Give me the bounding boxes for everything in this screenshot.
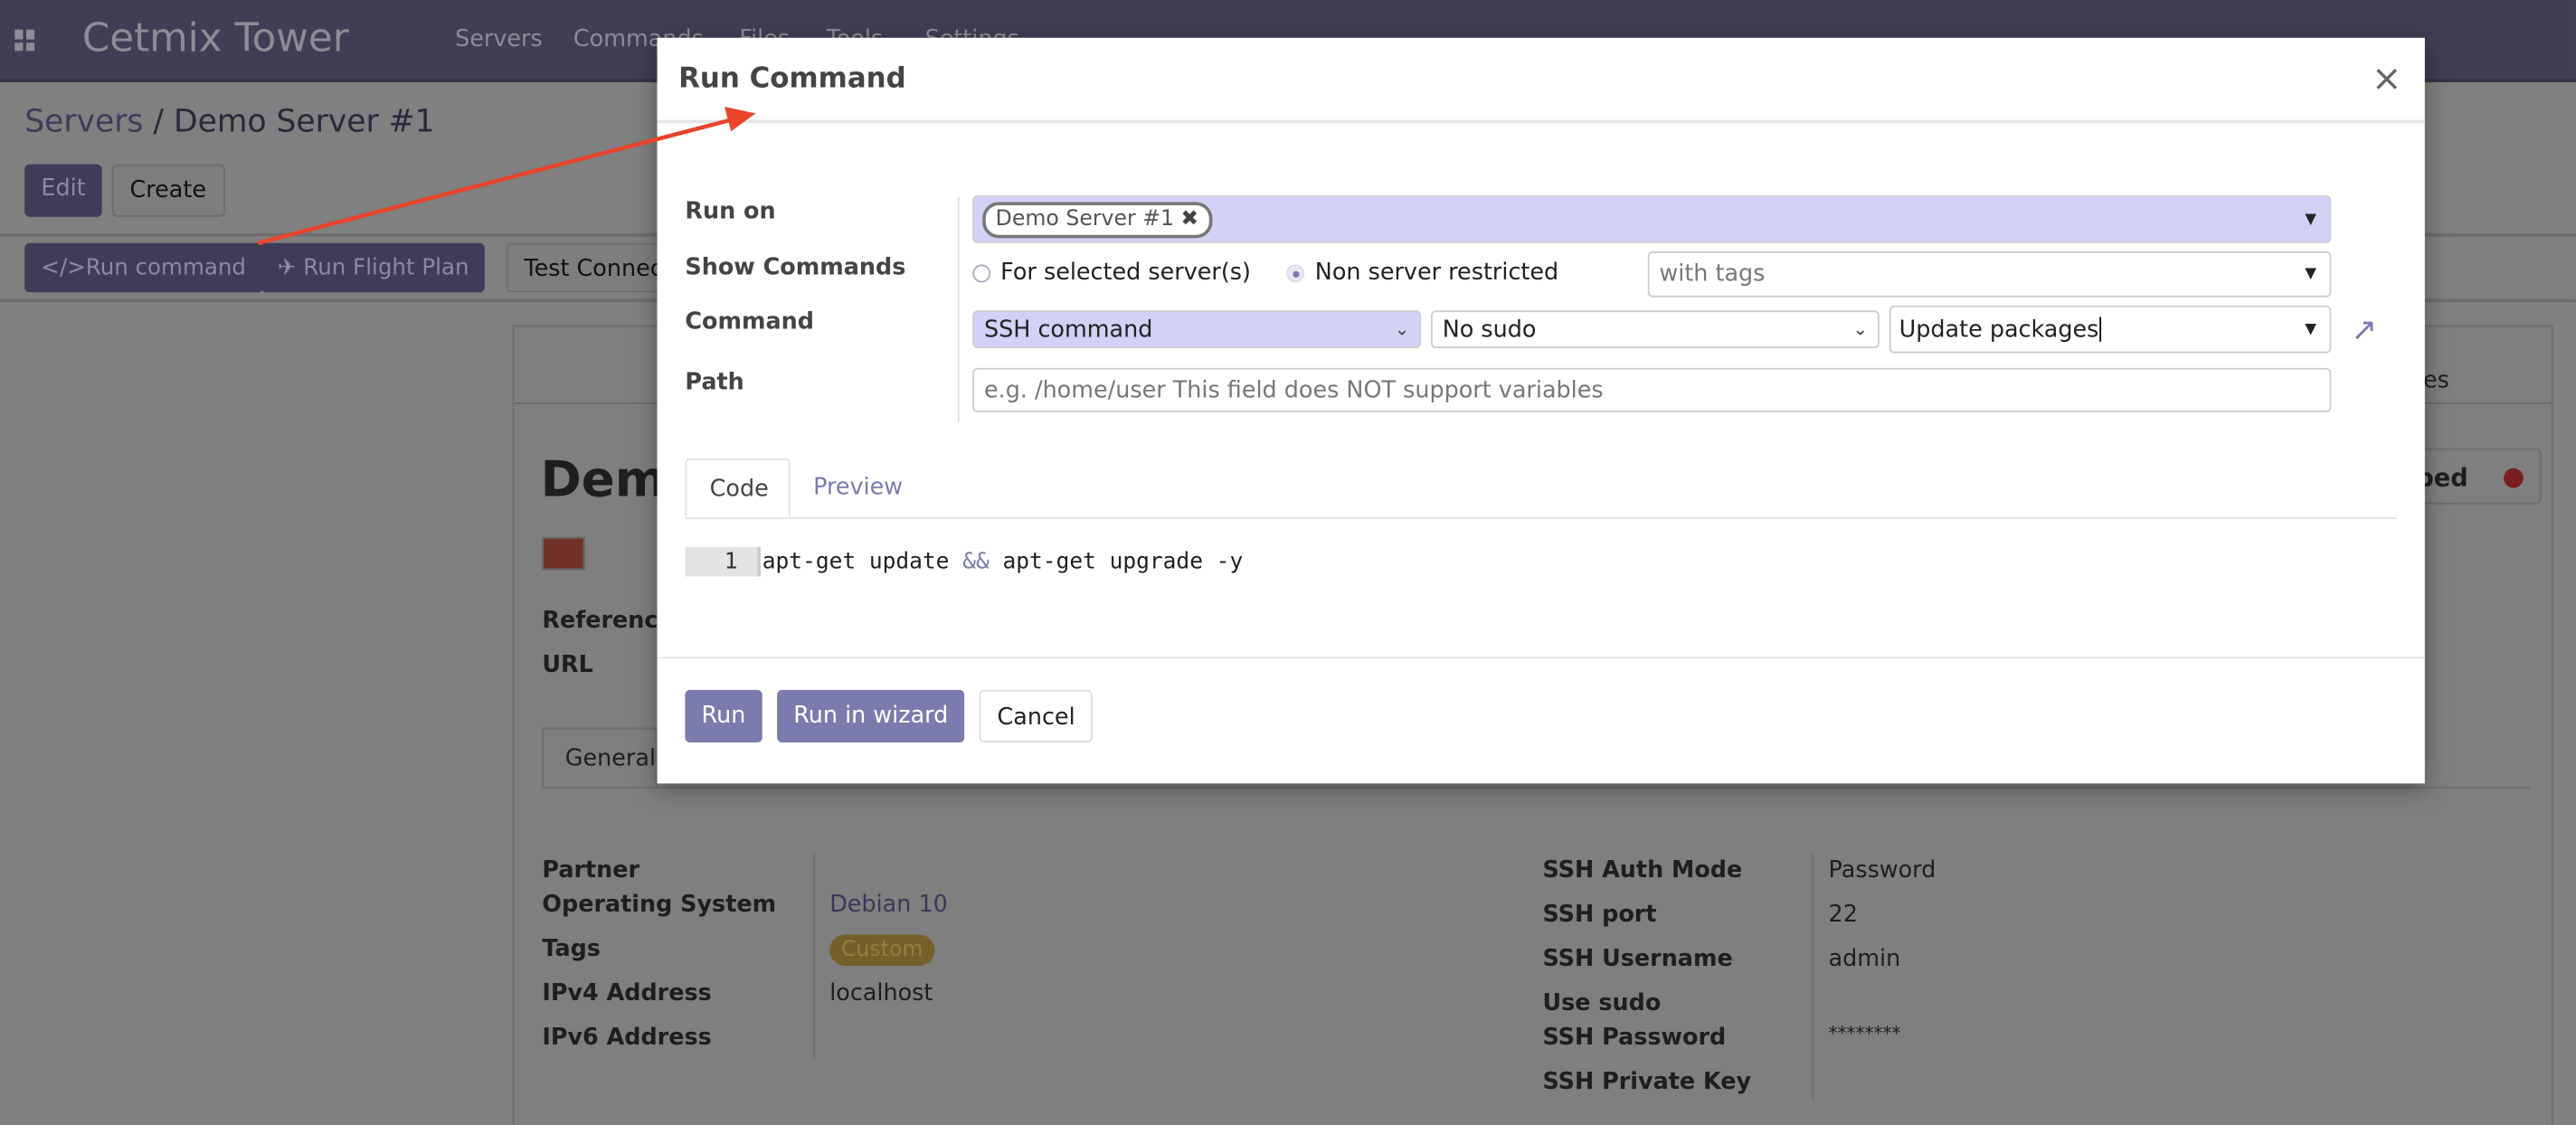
chevron-down-icon: ⌄ xyxy=(1852,318,1869,340)
code-operator: && xyxy=(962,548,990,575)
breadcrumb-separator: / xyxy=(153,103,165,140)
url-label: URL xyxy=(542,652,593,679)
tab-code[interactable]: Code xyxy=(685,458,791,518)
run-command-button[interactable]: </>Run command xyxy=(24,242,263,293)
remove-tag-icon[interactable]: ✖ xyxy=(1180,205,1199,232)
tag-custom: Custom xyxy=(829,934,935,966)
dialog-title: Run Command xyxy=(678,62,906,96)
ssh-password-label: SSH Password xyxy=(1542,1025,1727,1052)
divider xyxy=(657,119,2425,124)
text-cursor xyxy=(2098,317,2101,342)
app-brand[interactable]: Cetmix Tower xyxy=(81,14,349,61)
menu-servers[interactable]: Servers xyxy=(455,26,543,53)
divider xyxy=(957,196,960,422)
path-label: Path xyxy=(685,369,744,396)
test-connection-button[interactable]: Test Connec xyxy=(506,242,671,293)
ssh-password-value: ******** xyxy=(1828,1023,1901,1045)
dropdown-caret-icon[interactable]: ▼ xyxy=(2305,211,2316,228)
ssh-username-value: admin xyxy=(1828,946,1901,973)
sudo-value: No sudo xyxy=(1442,316,1537,343)
run-command-label: Run command xyxy=(85,254,246,281)
breadcrumb-current: Demo Server #1 xyxy=(174,103,435,140)
radio-selected-servers-label[interactable]: For selected server(s) xyxy=(1000,259,1251,287)
dropdown-caret-icon[interactable]: ▼ xyxy=(2305,321,2316,338)
server-tag: Demo Server #1 ✖ xyxy=(982,201,1212,238)
apps-menu-icon[interactable] xyxy=(14,29,36,52)
run-command-dialog: Run Command × Run on Show Commands Comma… xyxy=(657,37,2425,784)
arrow-line xyxy=(257,118,732,246)
sudo-select[interactable]: No sudo ⌄ xyxy=(1430,310,1880,349)
chevron-down-icon: ⌄ xyxy=(1394,318,1410,340)
command-type-value: SSH command xyxy=(983,316,1153,343)
ssh-auth-mode-label: SSH Auth Mode xyxy=(1542,857,1743,884)
color-swatch[interactable] xyxy=(542,536,585,571)
tab-preview[interactable]: Preview xyxy=(813,474,904,501)
run-button[interactable]: Run xyxy=(685,689,762,742)
divider xyxy=(813,854,815,1058)
close-icon[interactable]: × xyxy=(2371,59,2402,100)
show-commands-label: Show Commands xyxy=(685,254,906,281)
code-editor[interactable]: 1 apt-get update && apt-get upgrade -y xyxy=(685,546,1244,577)
ipv6-label: IPv6 Address xyxy=(542,1025,712,1052)
code-text: apt-get upgrade -y xyxy=(989,548,1244,575)
radio-non-server-restricted[interactable] xyxy=(1286,263,1305,282)
code-icon: </> xyxy=(41,254,86,281)
show-commands-radio: For selected server(s) Non server restri… xyxy=(972,260,1558,286)
breadcrumb-servers[interactable]: Servers xyxy=(24,103,144,140)
run-in-wizard-button[interactable]: Run in wizard xyxy=(777,689,965,742)
os-value[interactable]: Debian 10 xyxy=(829,892,948,919)
arrow-head-icon xyxy=(724,107,756,132)
line-number: 1 xyxy=(685,546,758,577)
reference-label: Reference xyxy=(542,608,674,635)
ipv4-label: IPv4 Address xyxy=(542,980,712,1007)
ipv4-value: localhost xyxy=(829,980,933,1007)
edit-button[interactable]: Edit xyxy=(24,164,102,217)
tags-filter-input[interactable]: with tags ▼ xyxy=(1647,251,2332,298)
radio-non-server-restricted-label[interactable]: Non server restricted xyxy=(1314,259,1559,287)
command-name-value: Update packages xyxy=(1899,316,2099,343)
tags-placeholder: with tags xyxy=(1659,260,1766,288)
plane-icon: ✈ xyxy=(277,254,304,281)
tags-label: Tags xyxy=(542,936,601,963)
os-label: Operating System xyxy=(542,892,777,919)
create-button[interactable]: Create xyxy=(111,164,224,217)
ssh-auth-mode-value: Password xyxy=(1828,857,1937,884)
use-sudo-label: Use sudo xyxy=(1542,990,1662,1017)
path-placeholder: e.g. /home/user This field does NOT supp… xyxy=(983,376,1604,403)
run-on-field[interactable]: Demo Server #1 ✖ ▼ xyxy=(972,195,2332,243)
run-flight-plan-button[interactable]: ✈ Run Flight Plan xyxy=(260,242,486,293)
external-link-icon[interactable]: ↗ xyxy=(2351,312,2378,349)
ssh-port-label: SSH port xyxy=(1542,902,1657,929)
server-tag-label: Demo Server #1 xyxy=(995,205,1175,232)
tab-general[interactable]: General xyxy=(542,727,658,788)
code-line: apt-get update && apt-get upgrade -y xyxy=(757,546,1244,577)
command-type-select[interactable]: SSH command ⌄ xyxy=(972,310,1422,349)
divider xyxy=(542,787,2531,789)
divider xyxy=(657,657,2425,659)
run-flight-plan-label: Run Flight Plan xyxy=(303,254,469,281)
code-text: apt-get update xyxy=(762,548,963,575)
code-tabs: Code Preview xyxy=(685,458,2397,519)
tab-general-label: General xyxy=(564,745,657,772)
dropdown-caret-icon[interactable]: ▼ xyxy=(2305,266,2316,283)
path-input[interactable]: e.g. /home/user This field does NOT supp… xyxy=(972,367,2332,412)
divider xyxy=(1812,854,1814,1101)
breadcrumb: Servers / Demo Server #1 xyxy=(24,103,434,139)
ssh-private-key-label: SSH Private Key xyxy=(1542,1069,1752,1096)
status-dot-icon xyxy=(2504,468,2524,488)
ssh-username-label: SSH Username xyxy=(1542,946,1733,973)
partner-label: Partner xyxy=(542,857,640,884)
command-name-input[interactable]: Update packages ▼ xyxy=(1889,305,2332,354)
command-label: Command xyxy=(685,308,815,336)
ssh-port-value: 22 xyxy=(1828,902,1858,929)
run-on-label: Run on xyxy=(685,198,776,225)
form-tab-partial[interactable]: es xyxy=(2423,367,2449,394)
cancel-button[interactable]: Cancel xyxy=(979,689,1094,742)
radio-selected-servers[interactable] xyxy=(972,263,991,282)
